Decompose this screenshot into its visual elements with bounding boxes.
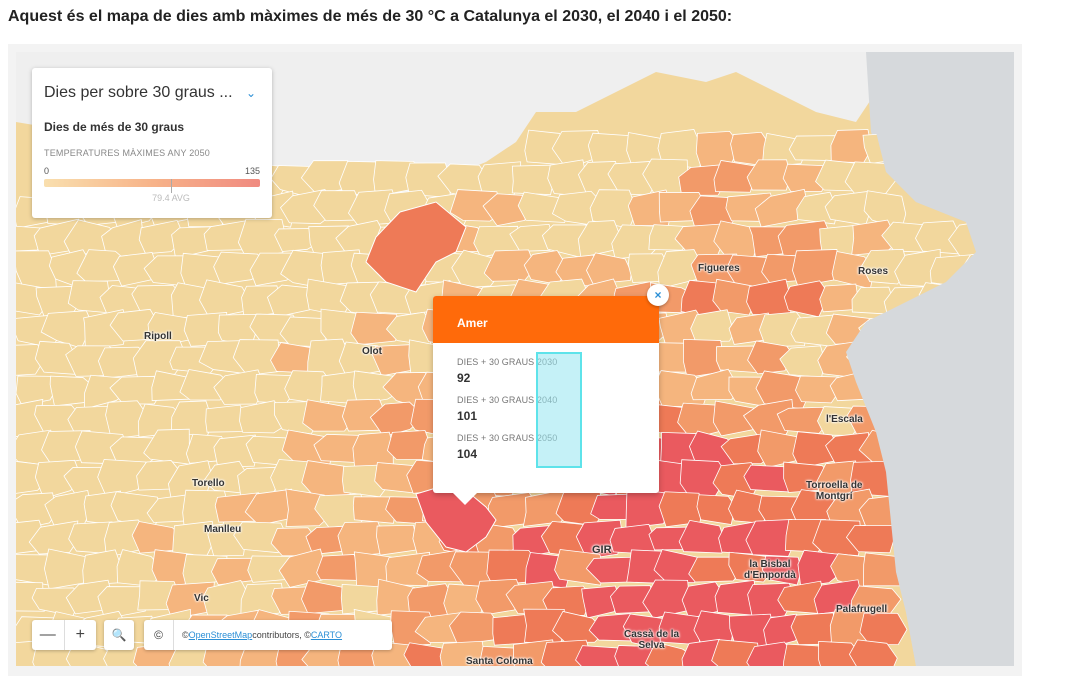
attribution-prefix: ©	[182, 630, 189, 640]
label-palafrugell: Palafrugell	[836, 604, 888, 615]
popup-title: Amer	[433, 296, 659, 343]
close-icon[interactable]: ×	[647, 284, 669, 306]
label-roses: Roses	[858, 266, 889, 277]
popup-value: 101	[457, 409, 478, 423]
osm-link[interactable]: OpenStreetMap	[188, 630, 253, 640]
municipality	[82, 549, 123, 586]
legend-max: 135	[244, 166, 260, 176]
municipality	[848, 639, 898, 666]
label-olot: Olot	[362, 346, 382, 357]
popup-key: DIES + 30 GRAUS 2040	[457, 395, 558, 405]
municipality	[711, 639, 760, 666]
popup-row: DIES + 30 GRAUS 2050 104	[457, 433, 635, 461]
municipality	[796, 191, 839, 225]
municipality	[696, 494, 736, 525]
municipality	[690, 309, 735, 343]
attribution: © © OpenStreetMap contributors, © CARTO	[144, 620, 392, 650]
label-ripoll: Ripoll	[144, 331, 172, 342]
search-icon[interactable]: 🔍	[104, 620, 134, 650]
municipality	[746, 641, 795, 666]
municipality	[109, 375, 161, 405]
label-cassa: Cassà de la Selva	[624, 629, 680, 651]
municipality	[376, 524, 420, 556]
municipality	[385, 551, 431, 587]
chevron-down-icon[interactable]: ⌄	[245, 86, 256, 100]
zoom-out-button[interactable]: —	[39, 626, 56, 643]
popup-value: 104	[457, 447, 478, 461]
legend-meta: TEMPERATURES MÀXIMES ANY 2050	[44, 148, 211, 158]
municipality	[16, 492, 57, 530]
municipality	[369, 401, 426, 437]
legend-range: 0 135	[44, 166, 260, 176]
popup-row: DIES + 30 GRAUS 2030 92	[457, 357, 635, 385]
municipality	[859, 612, 908, 646]
popup-key: DIES + 30 GRAUS 2050	[457, 433, 558, 443]
municipality	[812, 519, 862, 557]
page-heading: Aquest és el mapa de dies amb màximes de…	[8, 8, 733, 25]
label-santa-coloma: Santa Coloma	[466, 656, 533, 666]
legend-min: 0	[44, 166, 50, 176]
municipality	[509, 223, 556, 252]
layer-selector[interactable]: Dies per sobre 30 graus ... ⌄	[44, 80, 260, 106]
municipality	[790, 612, 837, 646]
label-labisbal: la Bisbal d'Empordà	[744, 559, 796, 581]
zoom-in-button[interactable]: +	[75, 626, 85, 643]
municipality	[97, 459, 149, 498]
municipality	[625, 488, 670, 529]
legend-avg-label: 79.4 AVG	[152, 193, 190, 203]
popup-body: DIES + 30 GRAUS 2030 92 DIES + 30 GRAUS …	[433, 343, 659, 461]
municipality	[581, 585, 621, 619]
popup-value: 92	[457, 371, 471, 385]
municipality	[16, 250, 57, 289]
label-girona: GIR	[592, 544, 612, 556]
zoom-control: — +	[32, 620, 96, 650]
label-manlleu: Manlleu	[204, 524, 242, 535]
municipality	[644, 641, 694, 666]
popup-tail	[453, 493, 477, 505]
selection-highlight	[536, 352, 582, 468]
layer-selector-label: Dies per sobre 30 graus ...	[44, 84, 233, 101]
municipality	[678, 519, 726, 554]
legend-gradient-bar: 79.4 AVG	[44, 179, 260, 203]
municipality-highlight-north	[365, 201, 467, 293]
municipality	[575, 519, 623, 560]
legend-subtitle: Dies de més de 30 graus	[44, 120, 185, 134]
label-torroella: Torroella de Montgrí	[806, 480, 863, 502]
municipality	[28, 520, 79, 555]
municipality	[746, 159, 791, 191]
zoom-divider	[63, 620, 65, 650]
popup-key: DIES + 30 GRAUS 2030	[457, 357, 558, 367]
attribution-mid: contributors, ©	[252, 630, 311, 640]
municipality	[747, 340, 796, 375]
municipality	[690, 368, 741, 401]
municipality	[34, 459, 81, 500]
sea-overlay	[846, 92, 1014, 666]
carto-link[interactable]: CARTO	[310, 630, 343, 640]
map-legend: Dies per sobre 30 graus ... ⌄ Dies de mé…	[32, 68, 272, 218]
label-torello: Torello	[192, 478, 225, 489]
municipality	[586, 252, 632, 285]
municipality	[237, 218, 287, 259]
legend-avg-tick	[171, 179, 172, 193]
label-vic: Vic	[194, 593, 209, 604]
municipality	[552, 610, 606, 643]
municipality	[350, 311, 404, 346]
popup-row: DIES + 30 GRAUS 2040 101	[457, 395, 635, 423]
label-lescala: l'Escala	[826, 414, 863, 425]
municipality	[754, 188, 810, 228]
municipality	[795, 375, 841, 404]
municipality	[554, 549, 604, 586]
municipality	[439, 640, 485, 666]
copyright-icon[interactable]: ©	[144, 620, 174, 650]
label-figueres: Figueres	[698, 263, 740, 274]
municipality	[542, 585, 592, 616]
